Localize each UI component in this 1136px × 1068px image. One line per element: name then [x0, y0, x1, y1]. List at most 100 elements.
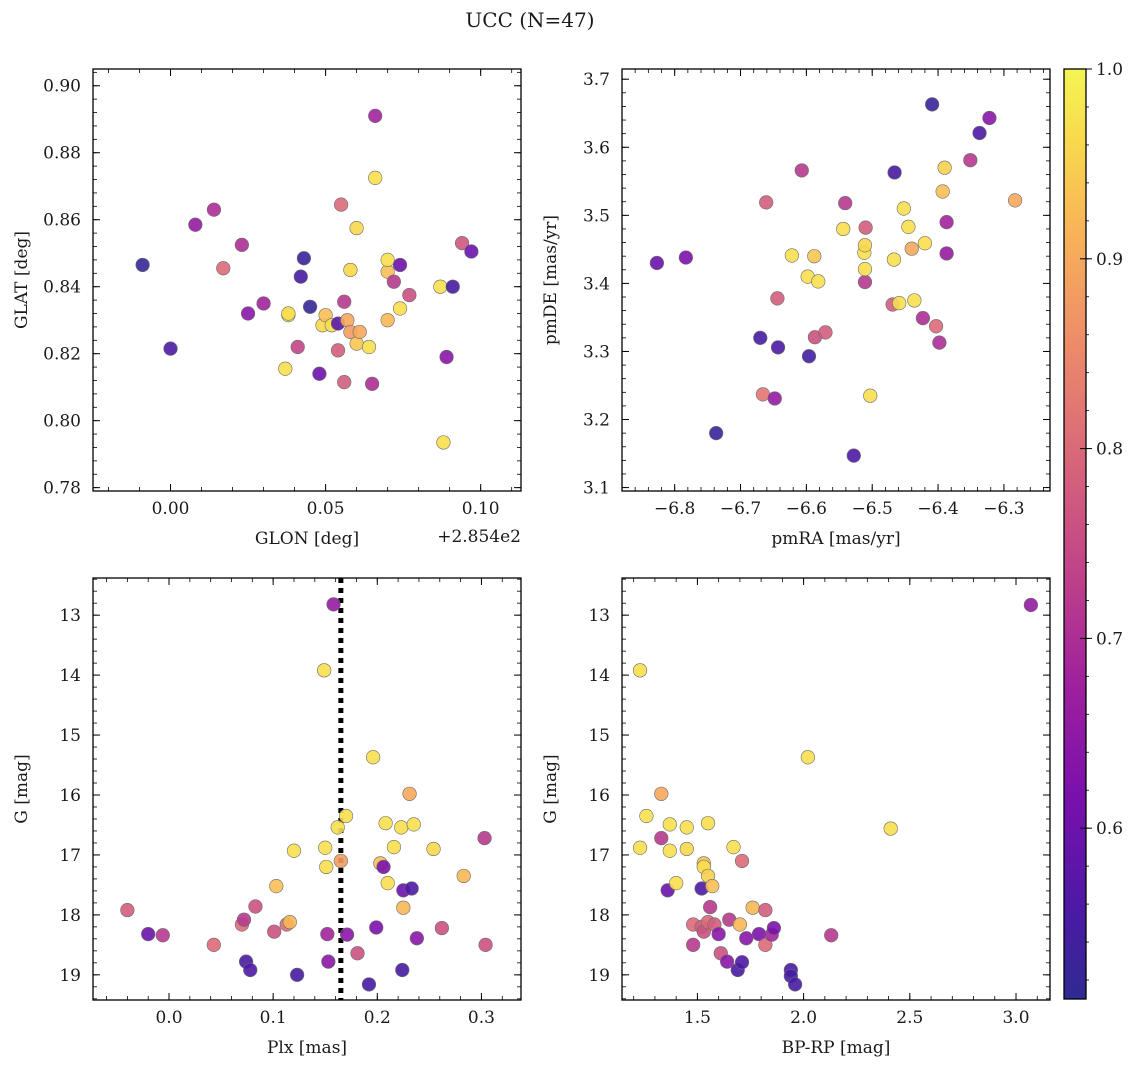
x-tick-label: 3.0: [1002, 1008, 1029, 1028]
y-tick-label: 13: [59, 606, 81, 626]
data-point: [907, 293, 922, 308]
data-point: [330, 820, 345, 835]
x-tick-label: −6.4: [917, 499, 958, 519]
data-point: [753, 330, 768, 345]
data-point: [386, 274, 401, 289]
data-point: [216, 261, 231, 276]
x-axis-label: BP-RP [mag]: [782, 1038, 891, 1058]
y-axis: 0.78 0.80 0.82 0.84 0.86 0.88 0.90: [43, 71, 521, 499]
data-point: [312, 366, 327, 381]
axes-frame: [621, 577, 1051, 1001]
data-point: [236, 912, 252, 927]
data-point: [369, 920, 384, 935]
x-axis-label: Plx [mas]: [267, 1038, 347, 1058]
data-point: [662, 843, 677, 858]
data-point: [818, 325, 833, 340]
data-point: [436, 435, 451, 450]
data-point: [395, 962, 410, 978]
y-tick-label: 3.4: [583, 274, 610, 294]
data-point: [883, 821, 898, 836]
data-point: [206, 202, 222, 217]
data-point: [365, 376, 380, 391]
data-point: [654, 831, 669, 846]
data-point: [758, 937, 773, 952]
y-tick-label: 17: [588, 846, 610, 866]
y-axis-label: G [mag]: [541, 754, 561, 823]
data-point: [662, 817, 677, 832]
data-point: [434, 920, 449, 936]
colorbar-frame: [1063, 68, 1087, 1000]
data-point: [720, 954, 735, 969]
axes-frame: [92, 68, 522, 492]
y-tick-label: 0.80: [43, 412, 81, 432]
data-point: [240, 306, 256, 321]
data-points: [135, 108, 479, 450]
data-point: [857, 238, 873, 253]
panel-pm: −6.8 −6.7 −6.6 −6.5 −6.4 −6.33.13.23.33.43.53…: [541, 68, 1051, 549]
y-tick-label: 17: [59, 846, 81, 866]
x-tick-label: −6.8: [654, 499, 695, 519]
data-point: [290, 967, 305, 982]
data-point: [402, 287, 417, 303]
data-point: [784, 248, 799, 263]
data-point: [318, 840, 333, 855]
data-point: [679, 820, 694, 835]
data-point: [155, 928, 170, 943]
data-point: [394, 820, 409, 835]
data-point: [349, 336, 364, 351]
y-tick-label: 18: [59, 906, 81, 926]
data-point: [349, 220, 364, 236]
data-point: [734, 955, 750, 970]
x-tick-label: 2.5: [896, 1008, 923, 1028]
data-point: [445, 279, 460, 294]
data-point: [454, 236, 470, 251]
data-point: [705, 879, 720, 894]
data-point: [293, 269, 308, 284]
data-point: [352, 324, 367, 340]
y-tick-label: 19: [588, 966, 610, 986]
data-point: [654, 786, 669, 801]
data-point: [478, 937, 493, 952]
data-point: [734, 853, 750, 869]
data-point: [340, 313, 355, 328]
data-point: [343, 262, 358, 278]
data-point: [892, 296, 907, 311]
data-point: [269, 879, 284, 894]
data-point: [836, 221, 851, 237]
data-point: [669, 876, 684, 891]
data-point: [939, 215, 954, 230]
data-point: [135, 257, 150, 273]
data-point: [477, 831, 492, 846]
data-point: [928, 319, 944, 334]
colorbar-tick-label: 0.7: [1096, 629, 1123, 649]
data-point: [863, 388, 878, 403]
data-point: [248, 899, 263, 914]
x-tick-label: −6.5: [852, 499, 893, 519]
data-point: [386, 840, 402, 855]
y-tick-label: 3.6: [583, 138, 610, 158]
y-tick-label: 18: [588, 906, 610, 926]
data-point: [678, 250, 693, 265]
y-tick-label: 14: [588, 666, 610, 686]
y-tick-label: 16: [59, 786, 81, 806]
data-point: [939, 246, 954, 261]
data-point: [330, 343, 346, 358]
y-tick-label: 0.88: [43, 144, 81, 164]
data-point: [409, 931, 424, 946]
data-point: [857, 262, 873, 277]
data-point: [281, 306, 296, 321]
x-tick-label: 1.5: [684, 1008, 711, 1028]
y-tick-label: 15: [59, 726, 81, 746]
data-point: [163, 341, 178, 356]
data-points: [120, 597, 493, 992]
x-axis: 1.5 2.0 2.5 3.0: [633, 578, 1038, 1028]
panel-color-g: 1.5 2.0 2.5 3.0 13 14 15 16 17 18 19 BP-RP [mag] G […: [541, 577, 1051, 1058]
axes-frame: [621, 68, 1051, 492]
data-point: [368, 170, 383, 185]
y-tick-label: 3.1: [583, 479, 610, 499]
data-point: [800, 750, 815, 765]
data-point: [963, 153, 978, 168]
x-axis: 0.00 0.05 0.10: [108, 69, 513, 519]
data-point: [700, 816, 716, 831]
